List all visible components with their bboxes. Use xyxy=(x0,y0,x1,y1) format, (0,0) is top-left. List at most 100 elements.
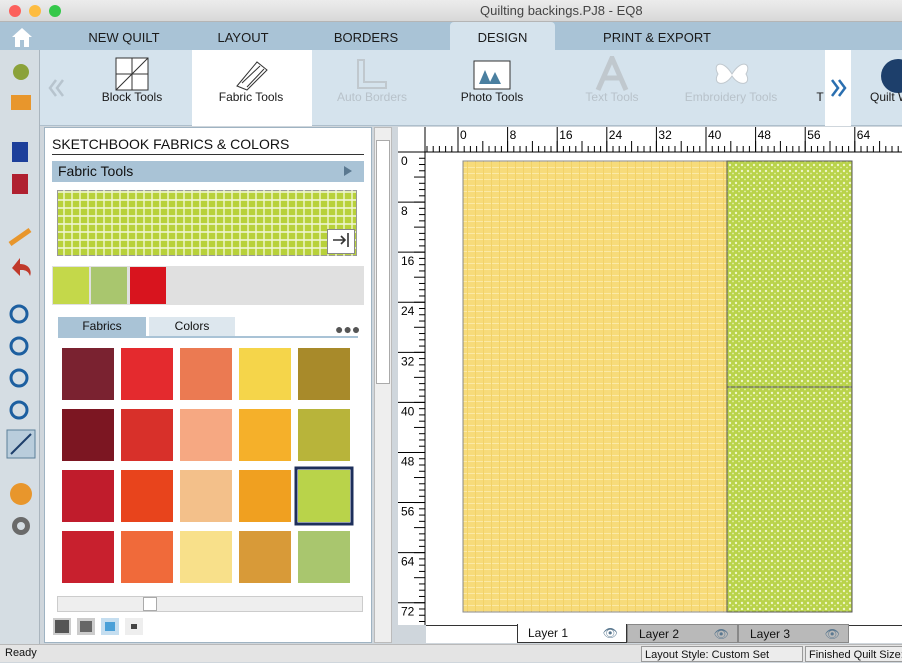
tool-label[interactable]: Quilt W xyxy=(870,90,902,104)
layer-label: Layer 2 xyxy=(639,627,680,641)
fabric-swatch[interactable] xyxy=(180,348,232,400)
ruler-label: 24 xyxy=(401,304,415,318)
expand-arrow[interactable] xyxy=(343,165,353,177)
ruler-label: 8 xyxy=(401,204,408,218)
layer-tab[interactable]: Layer 2 👁 xyxy=(627,624,738,643)
ruler-label: 40 xyxy=(708,128,722,142)
left-ruler xyxy=(398,127,425,625)
quilt-canvas: 0 8 16 24 32 40 48 56 64 0 8 16 24 32 40 48 56 64 72 xyxy=(398,127,902,625)
block-icon xyxy=(115,57,149,91)
v-scroll-thumb[interactable] xyxy=(376,140,390,384)
side-toolbar xyxy=(0,50,40,644)
tab-line xyxy=(58,336,358,338)
yellow-patch[interactable] xyxy=(462,160,728,613)
close-button[interactable] xyxy=(9,5,21,17)
fabric-swatch[interactable] xyxy=(121,409,173,461)
fabric-swatch[interactable] xyxy=(239,531,291,583)
scroll-left[interactable] xyxy=(46,76,68,100)
size-button[interactable] xyxy=(77,618,95,635)
status-size: Finished Quilt Size: xyxy=(805,646,902,662)
tool-label: Auto Borders xyxy=(336,90,408,104)
minimize-button[interactable] xyxy=(29,5,41,17)
layer-label: Layer 1 xyxy=(528,626,569,640)
undo-icon[interactable] xyxy=(12,258,31,276)
layer-tab-active[interactable]: Layer 1 👁 xyxy=(517,624,627,643)
photo-icon xyxy=(473,60,511,90)
fabric-swatch[interactable] xyxy=(62,470,114,522)
green-patch[interactable] xyxy=(726,386,853,613)
ruler-label: 72 xyxy=(401,605,415,619)
ruler-icon[interactable] xyxy=(8,227,32,247)
fabric-swatch[interactable] xyxy=(121,470,173,522)
zoom-page-icon[interactable] xyxy=(9,400,29,420)
zoom-out-icon[interactable] xyxy=(9,336,29,356)
panel-header[interactable]: Fabric Tools xyxy=(52,161,364,182)
subtab[interactable]: Colors xyxy=(149,317,235,336)
fabric-swatch[interactable] xyxy=(121,531,173,583)
h-scrollbar[interactable] xyxy=(57,596,363,612)
tab[interactable]: PRINT & EXPORT xyxy=(603,30,711,45)
ruler-label: 40 xyxy=(401,404,415,418)
size-button[interactable] xyxy=(101,618,119,635)
ruler-label: 8 xyxy=(510,128,517,142)
scroll-thumb[interactable] xyxy=(143,597,157,611)
fabric-swatch[interactable] xyxy=(239,348,291,400)
fabric-swatch[interactable] xyxy=(298,409,350,461)
scroll-right[interactable] xyxy=(827,76,849,100)
ruler-label: 32 xyxy=(401,354,415,368)
fabric-swatch[interactable] xyxy=(62,348,114,400)
tool-label[interactable]: Block Tools xyxy=(101,90,163,104)
tab-active[interactable]: DESIGN xyxy=(450,22,555,50)
window-title: Quilting backings.PJ8 - EQ8 xyxy=(480,3,643,18)
fabric-swatch[interactable] xyxy=(62,409,114,461)
zoom-fit-icon[interactable] xyxy=(9,368,29,388)
layer-label: Layer 3 xyxy=(750,627,791,641)
swatch-selected xyxy=(294,466,354,526)
tool-label[interactable]: Fabric Tools xyxy=(218,90,284,104)
fabric-swatch[interactable] xyxy=(62,531,114,583)
panel-title: SKETCHBOOK FABRICS & COLORS xyxy=(52,136,290,152)
add-button[interactable] xyxy=(327,229,355,254)
subtab-active[interactable]: Fabrics xyxy=(58,317,146,336)
zoom-button[interactable] xyxy=(49,5,61,17)
text-icon xyxy=(595,56,629,92)
fabric-swatch[interactable] xyxy=(180,470,232,522)
tab[interactable]: BORDERS xyxy=(333,30,399,45)
tool-label[interactable]: Photo Tools xyxy=(460,90,524,104)
recent-swatch[interactable] xyxy=(53,267,89,304)
fabric-swatch[interactable] xyxy=(121,348,173,400)
home-icon[interactable] xyxy=(10,26,34,48)
new-icon[interactable] xyxy=(13,64,29,80)
fabric-swatch[interactable] xyxy=(239,470,291,522)
fabric-swatch[interactable] xyxy=(298,348,350,400)
layer-tab[interactable]: Layer 3 👁 xyxy=(738,624,849,643)
help-icon[interactable] xyxy=(10,483,32,505)
open-icon[interactable] xyxy=(11,95,31,110)
tool-highlight xyxy=(192,50,312,126)
status-layout: Layout Style: Custom Set xyxy=(641,646,803,662)
size-button[interactable] xyxy=(125,618,143,635)
quilt-icon xyxy=(881,59,902,93)
ruler-label: 32 xyxy=(658,128,672,142)
fabric-swatch[interactable] xyxy=(298,470,350,522)
ruler-label: 56 xyxy=(401,505,415,519)
fabric-swatch[interactable] xyxy=(180,409,232,461)
fabric-swatch[interactable] xyxy=(239,409,291,461)
side-icons xyxy=(6,64,36,535)
recent-swatch[interactable] xyxy=(91,267,127,304)
green-patch[interactable] xyxy=(726,160,853,388)
add-sketchbook-icon[interactable] xyxy=(12,142,28,162)
more-button[interactable]: ●●● xyxy=(335,321,361,337)
size-button[interactable] xyxy=(53,618,71,635)
embroidery-icon xyxy=(715,63,749,84)
sketchbook-icon[interactable] xyxy=(12,174,28,194)
fabric-swatch[interactable] xyxy=(180,531,232,583)
tool-label[interactable]: T xyxy=(816,90,824,104)
tab[interactable]: LAYOUT xyxy=(217,30,269,45)
fabric-swatch[interactable] xyxy=(298,531,350,583)
tab[interactable]: NEW QUILT xyxy=(88,30,160,45)
recent-swatch[interactable] xyxy=(130,267,166,304)
zoom-in-icon[interactable] xyxy=(9,304,29,324)
fabric-icon xyxy=(236,61,268,91)
fabric-texture xyxy=(57,190,357,256)
